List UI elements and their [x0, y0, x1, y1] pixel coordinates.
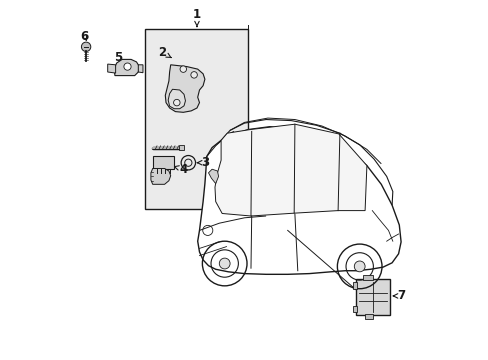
Bar	[352, 282, 356, 289]
Bar	[179, 145, 183, 150]
Bar	[362, 275, 373, 280]
Polygon shape	[168, 89, 185, 109]
Text: 4: 4	[173, 163, 187, 176]
Circle shape	[190, 72, 197, 78]
Polygon shape	[138, 65, 142, 73]
Bar	[352, 306, 356, 312]
Polygon shape	[208, 169, 218, 184]
Text: 1: 1	[193, 8, 201, 27]
Circle shape	[219, 258, 230, 269]
Polygon shape	[151, 168, 170, 184]
Circle shape	[180, 66, 186, 72]
Text: 6: 6	[80, 30, 88, 42]
Text: 3: 3	[197, 156, 208, 169]
Circle shape	[173, 99, 180, 106]
Polygon shape	[215, 124, 366, 216]
Polygon shape	[197, 127, 400, 274]
Circle shape	[81, 42, 91, 51]
Text: 7: 7	[392, 289, 405, 302]
Bar	[152, 156, 174, 169]
Bar	[145, 29, 247, 209]
Circle shape	[354, 261, 365, 272]
Polygon shape	[114, 59, 139, 76]
Text: 2: 2	[157, 46, 171, 59]
Polygon shape	[107, 64, 115, 73]
Bar	[355, 279, 389, 315]
Text: 5: 5	[114, 51, 124, 68]
Bar	[365, 314, 372, 319]
Polygon shape	[165, 65, 204, 112]
Circle shape	[123, 63, 131, 70]
